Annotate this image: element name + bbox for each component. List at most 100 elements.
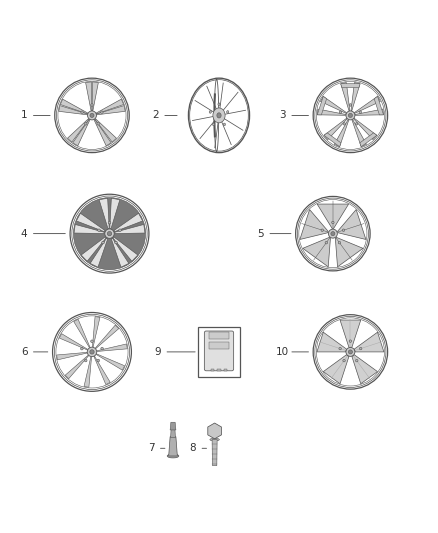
Polygon shape — [324, 133, 341, 147]
Circle shape — [343, 123, 346, 125]
Polygon shape — [317, 96, 327, 115]
Polygon shape — [351, 83, 360, 111]
Polygon shape — [169, 437, 177, 456]
Bar — [198, 327, 240, 377]
Circle shape — [97, 123, 99, 125]
Polygon shape — [57, 352, 87, 360]
Circle shape — [349, 340, 352, 342]
Ellipse shape — [226, 111, 229, 113]
Polygon shape — [340, 320, 361, 348]
Ellipse shape — [217, 113, 221, 118]
Circle shape — [85, 359, 87, 362]
Polygon shape — [94, 356, 110, 385]
Polygon shape — [95, 325, 119, 349]
Text: 10: 10 — [276, 347, 289, 357]
Polygon shape — [95, 119, 117, 142]
Text: 8: 8 — [189, 443, 196, 453]
Circle shape — [355, 123, 358, 125]
Circle shape — [85, 123, 87, 125]
Polygon shape — [374, 96, 384, 115]
Polygon shape — [354, 332, 384, 352]
Polygon shape — [354, 118, 377, 140]
Bar — [217, 369, 221, 371]
Circle shape — [108, 221, 111, 224]
Polygon shape — [212, 440, 217, 466]
Circle shape — [119, 229, 121, 231]
Polygon shape — [96, 354, 125, 370]
Polygon shape — [94, 119, 111, 146]
Circle shape — [115, 241, 117, 244]
Bar — [211, 369, 214, 371]
Bar — [209, 332, 229, 339]
Polygon shape — [59, 106, 87, 115]
Ellipse shape — [223, 123, 226, 126]
Circle shape — [360, 348, 362, 350]
Circle shape — [346, 348, 355, 357]
Polygon shape — [73, 119, 90, 146]
Circle shape — [332, 221, 334, 224]
Polygon shape — [360, 133, 377, 147]
Circle shape — [90, 114, 94, 117]
Text: 7: 7 — [148, 443, 155, 453]
Circle shape — [342, 229, 345, 231]
Circle shape — [101, 348, 103, 350]
Circle shape — [349, 104, 352, 106]
Circle shape — [348, 114, 353, 117]
Circle shape — [105, 229, 114, 238]
Circle shape — [81, 348, 83, 350]
Text: 2: 2 — [152, 110, 159, 120]
Polygon shape — [74, 224, 104, 233]
Polygon shape — [81, 237, 106, 261]
Polygon shape — [355, 109, 384, 115]
Circle shape — [91, 104, 93, 106]
Polygon shape — [336, 237, 363, 267]
Polygon shape — [74, 319, 90, 348]
Polygon shape — [170, 422, 176, 430]
Text: 1: 1 — [21, 110, 28, 120]
Circle shape — [74, 198, 145, 270]
Ellipse shape — [167, 454, 179, 458]
Circle shape — [338, 241, 341, 244]
Ellipse shape — [218, 103, 220, 106]
Text: 9: 9 — [154, 347, 161, 357]
Polygon shape — [110, 198, 120, 228]
FancyBboxPatch shape — [205, 331, 233, 371]
Polygon shape — [97, 344, 127, 351]
Ellipse shape — [209, 111, 212, 113]
Circle shape — [90, 350, 94, 354]
Polygon shape — [341, 84, 360, 87]
Polygon shape — [76, 213, 105, 232]
Polygon shape — [303, 237, 330, 267]
Polygon shape — [111, 238, 129, 267]
Polygon shape — [320, 96, 346, 114]
Polygon shape — [115, 224, 145, 233]
Polygon shape — [300, 209, 328, 239]
Circle shape — [339, 348, 341, 350]
Polygon shape — [59, 334, 88, 350]
Polygon shape — [60, 99, 88, 114]
Ellipse shape — [212, 123, 215, 126]
Polygon shape — [317, 332, 346, 352]
Text: 6: 6 — [21, 347, 28, 357]
Polygon shape — [324, 118, 347, 140]
Circle shape — [359, 111, 361, 114]
Circle shape — [88, 111, 96, 120]
Polygon shape — [113, 237, 138, 261]
Polygon shape — [317, 109, 346, 115]
Polygon shape — [99, 198, 109, 228]
Polygon shape — [97, 106, 125, 115]
Polygon shape — [323, 355, 349, 384]
Bar — [209, 342, 229, 349]
Polygon shape — [317, 204, 349, 229]
Polygon shape — [85, 82, 92, 111]
Circle shape — [346, 111, 355, 120]
Circle shape — [98, 229, 100, 231]
Circle shape — [328, 229, 337, 238]
Circle shape — [325, 241, 328, 244]
Circle shape — [321, 229, 324, 231]
Polygon shape — [92, 82, 99, 111]
Ellipse shape — [210, 438, 219, 441]
Polygon shape — [114, 213, 143, 232]
Text: 5: 5 — [257, 229, 264, 239]
Polygon shape — [96, 99, 124, 114]
